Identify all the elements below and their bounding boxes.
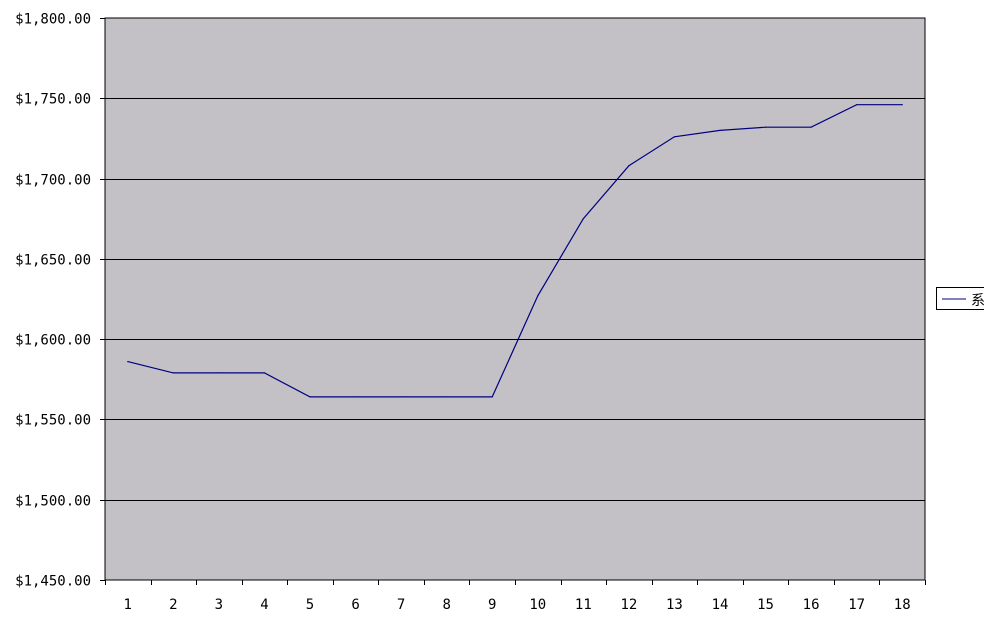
x-tick-label: 9 bbox=[488, 597, 496, 613]
data-point bbox=[901, 104, 903, 106]
x-tick-label: 8 bbox=[442, 597, 450, 613]
series-line bbox=[127, 104, 903, 398]
x-tick-label: 11 bbox=[575, 597, 592, 613]
x-tick-label: 7 bbox=[397, 597, 405, 613]
data-point bbox=[810, 126, 812, 128]
data-point bbox=[582, 218, 584, 220]
data-point bbox=[764, 126, 767, 128]
data-point bbox=[856, 104, 858, 106]
x-tick-label: 17 bbox=[848, 597, 865, 613]
data-point bbox=[127, 361, 129, 363]
x-tick-label: 5 bbox=[306, 597, 314, 613]
plot-area bbox=[104, 17, 926, 581]
data-point bbox=[446, 396, 448, 398]
x-tick-label: 16 bbox=[803, 597, 820, 613]
data-point bbox=[400, 396, 402, 398]
y-tick-label: $1,500.00 bbox=[15, 494, 91, 510]
data-point bbox=[354, 396, 357, 398]
data-point bbox=[719, 129, 721, 131]
y-tick-label: $1,700.00 bbox=[15, 173, 91, 189]
x-tick-label: 1 bbox=[124, 597, 132, 613]
x-tick-label: 14 bbox=[712, 597, 729, 613]
y-tick-label: $1,550.00 bbox=[15, 413, 91, 429]
x-tick-label: 2 bbox=[169, 597, 177, 613]
data-point bbox=[673, 136, 676, 138]
x-tick-label: 18 bbox=[894, 597, 911, 613]
y-tick-label: $1,800.00 bbox=[15, 12, 91, 28]
data-point bbox=[263, 372, 266, 374]
x-tick-label: 12 bbox=[620, 597, 637, 613]
data-point bbox=[491, 396, 493, 398]
x-tick-label: 15 bbox=[757, 597, 774, 613]
data-point bbox=[172, 372, 174, 374]
x-tick-label: 6 bbox=[351, 597, 359, 613]
y-tick-label: $1,600.00 bbox=[15, 333, 91, 349]
x-tick-label: 3 bbox=[215, 597, 223, 613]
data-point bbox=[537, 295, 539, 297]
y-tick-label: $1,750.00 bbox=[15, 92, 91, 108]
data-point bbox=[309, 396, 311, 398]
y-tick-label: $1,450.00 bbox=[15, 574, 91, 590]
x-tick-label: 4 bbox=[260, 597, 268, 613]
y-tick-label: $1,650.00 bbox=[15, 253, 91, 269]
legend-label: 系列1 bbox=[971, 293, 984, 309]
x-tick-label: 13 bbox=[666, 597, 683, 613]
x-tick-label: 10 bbox=[529, 597, 546, 613]
data-point bbox=[218, 372, 220, 374]
data-point bbox=[628, 165, 630, 167]
legend: 系列1 bbox=[936, 287, 984, 310]
